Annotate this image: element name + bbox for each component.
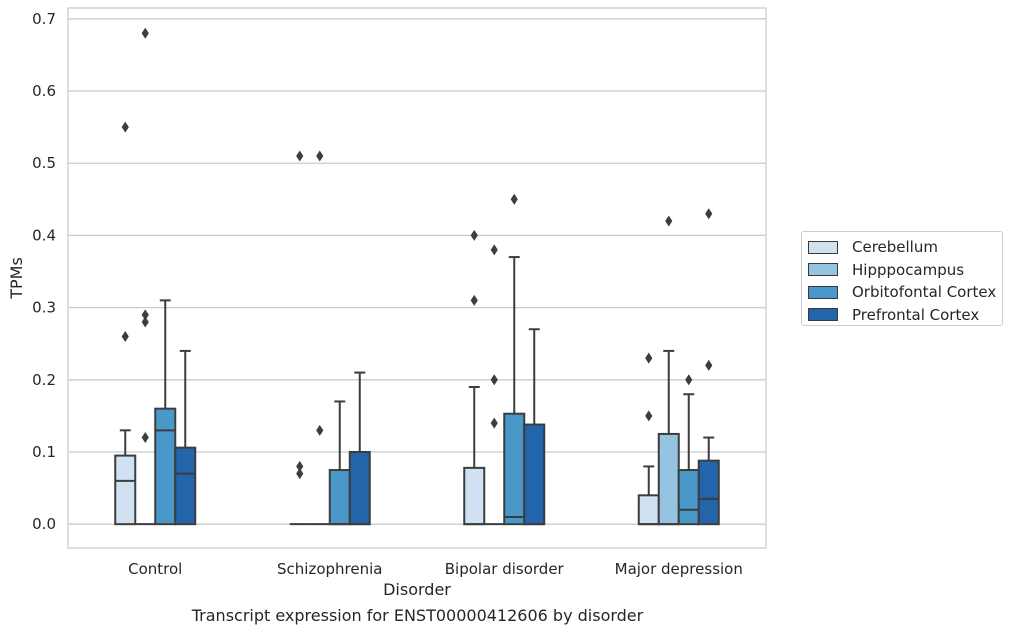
outlier-point <box>296 468 304 480</box>
box-0-3 <box>637 352 660 526</box>
legend-swatch <box>808 308 838 322</box>
outlier-point <box>316 424 324 436</box>
y-tick-label: 0.1 <box>32 443 56 461</box>
outlier-point <box>141 309 149 321</box>
y-tick-labels: 0.0 0.1 0.2 0.3 0.4 0.5 0.6 0.7 <box>32 10 56 533</box>
outlier-point <box>470 229 478 241</box>
box-body <box>154 407 177 526</box>
legend-swatch <box>808 263 838 277</box>
box-body <box>637 494 660 526</box>
legend-label: Prefrontal Cortex <box>852 305 980 324</box>
box-1-3 <box>657 215 680 526</box>
legend-label: Orbitofontal Cortex <box>852 283 997 302</box>
box-layer <box>114 27 720 526</box>
outlier-point <box>296 460 304 472</box>
outlier-point <box>510 193 518 205</box>
outlier-point <box>685 374 693 386</box>
legend-item: Cerebellum <box>808 236 1002 259</box>
box-0-2 <box>463 229 486 526</box>
box-1-0 <box>135 27 156 526</box>
box-2-0 <box>154 299 177 526</box>
x-tick-label: Control <box>128 560 182 578</box>
y-tick-label: 0.2 <box>32 371 56 389</box>
box-3-2 <box>523 328 546 526</box>
y-tick-label: 0.7 <box>32 10 56 28</box>
box-body <box>174 446 197 526</box>
outlier-point <box>316 150 324 162</box>
outlier-point <box>470 294 478 306</box>
y-tick-label: 0.4 <box>32 226 56 244</box>
legend: Cerebellum Hipppocampus Orbitofontal Corte… <box>801 231 1003 326</box>
chart-caption: Transcript expression for ENST0000041260… <box>191 606 644 625</box>
outlier-point <box>296 150 304 162</box>
legend-item: Hipppocampus <box>808 259 1002 282</box>
box-3-0 <box>174 349 197 526</box>
legend-label: Hipppocampus <box>852 260 965 279</box>
x-tick-label: Bipolar disorder <box>445 560 565 578</box>
legend-label: Cerebellum <box>852 238 938 257</box>
box-body <box>348 450 371 526</box>
box-body <box>463 466 486 526</box>
box-body <box>328 469 351 526</box>
outlier-point <box>141 432 149 444</box>
box-2-1 <box>328 400 351 526</box>
y-axis-title: TPMs <box>7 257 26 300</box>
box-body <box>677 469 700 526</box>
outlier-point <box>490 244 498 256</box>
outlier-point <box>705 359 713 371</box>
y-tick-label: 0.6 <box>32 82 56 100</box>
y-tick-label: 0.0 <box>32 515 56 533</box>
box-body <box>657 432 680 526</box>
legend-item: Orbitofontal Cortex <box>808 281 1002 304</box>
box-body <box>697 459 720 526</box>
box-0-1 <box>289 150 310 526</box>
plot-frame <box>67 7 767 549</box>
outlier-point <box>645 352 653 364</box>
box-0-0 <box>114 121 137 526</box>
outlier-point <box>121 121 129 133</box>
box-body <box>503 412 526 526</box>
outlier-point <box>490 417 498 429</box>
x-tick-label: Schizophrenia <box>277 560 382 578</box>
x-axis-title: Disorder <box>383 580 451 599</box>
box-body <box>523 423 546 526</box>
outlier-point <box>490 374 498 386</box>
legend-swatch <box>808 285 838 299</box>
box-1-2 <box>484 244 505 526</box>
outlier-point <box>141 316 149 328</box>
y-tick-label: 0.5 <box>32 154 56 172</box>
x-tick-label: Major depression <box>615 560 743 578</box>
legend-swatch <box>808 240 838 254</box>
outlier-point <box>121 330 129 342</box>
box-2-2 <box>503 193 526 526</box>
x-tick-labels: Control Schizophrenia Bipolar disorder Majo… <box>128 560 743 578</box>
box-1-1 <box>309 150 330 526</box>
box-3-1 <box>348 371 371 526</box>
outlier-point <box>705 208 713 220</box>
box-body <box>114 454 137 526</box>
box-3-3 <box>697 208 720 526</box>
box-2-3 <box>677 374 700 526</box>
outlier-point <box>141 27 149 39</box>
outlier-point <box>665 215 673 227</box>
outlier-point <box>645 410 653 422</box>
y-tick-label: 0.3 <box>32 299 56 317</box>
legend-item: Prefrontal Cortex <box>808 304 1002 327</box>
